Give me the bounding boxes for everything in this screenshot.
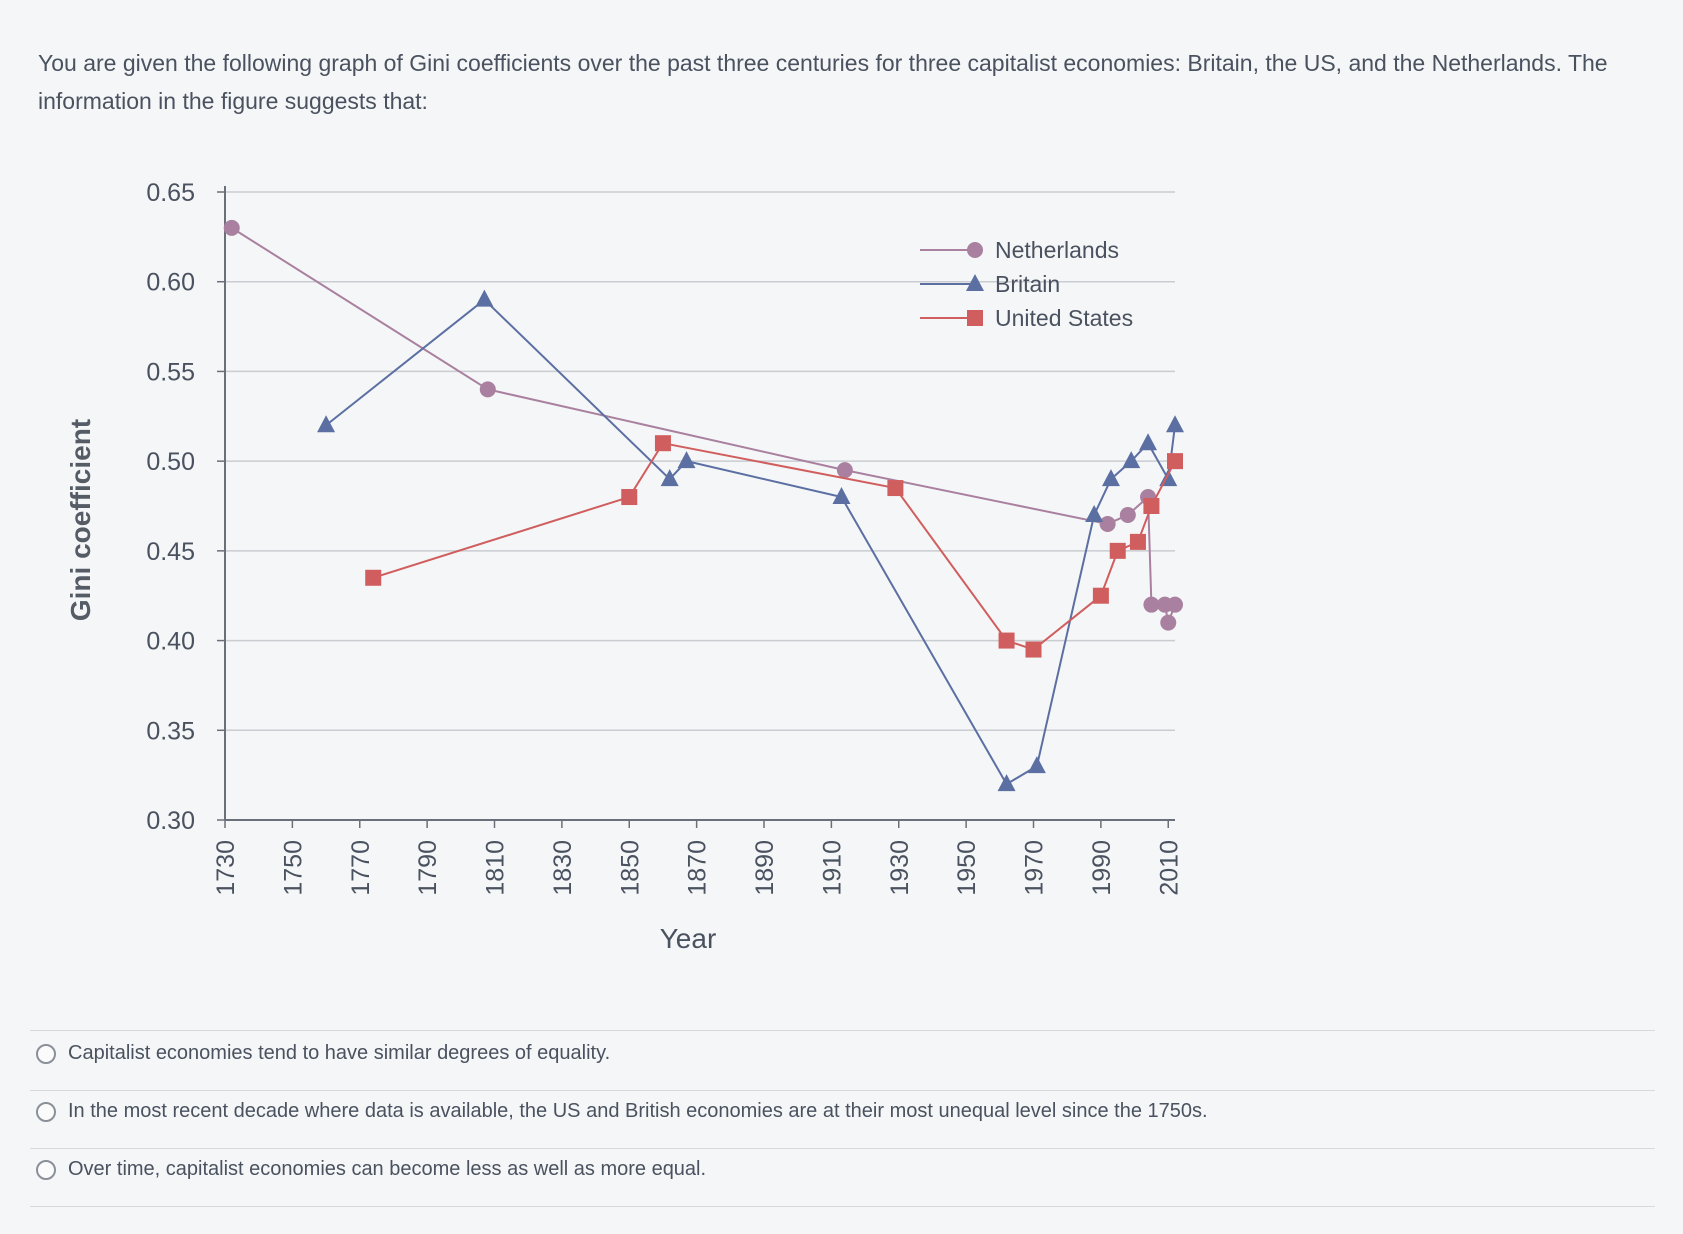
x-tick-label: 2010: [1155, 840, 1183, 896]
legend-marker: [967, 310, 983, 326]
series-line-netherlands: [231, 227, 1176, 627]
x-tick-label: 1850: [616, 840, 644, 896]
radio-button[interactable]: [36, 1043, 56, 1064]
divider: [30, 1030, 1655, 1031]
x-tick-label: 1990: [1088, 840, 1116, 896]
data-point-netherlands: [223, 219, 240, 236]
data-point-united-states: [654, 435, 671, 452]
divider: [30, 1090, 1655, 1091]
x-tick-label: 1890: [751, 840, 779, 896]
x-tick-label: 1790: [414, 840, 442, 896]
data-point-united-states: [1129, 533, 1146, 550]
data-point-britain: [1122, 451, 1141, 469]
data-point-united-states: [998, 632, 1015, 649]
data-point-united-states: [1109, 542, 1126, 559]
data-point-netherlands: [1119, 506, 1136, 523]
y-tick-label: 0.50: [146, 448, 195, 476]
gini-chart: 0.30 0.35 0.40 0.45 0.50 0.55 0.60 0.65 1730 1750…: [65, 179, 1184, 954]
divider: [30, 1206, 1655, 1207]
data-point-britain: [832, 487, 851, 505]
x-axis-label: Year: [660, 923, 717, 954]
data-point-netherlands: [836, 462, 853, 479]
y-axis-label: Gini coefficient: [65, 419, 96, 621]
data-point-britain: [1139, 433, 1158, 451]
x-tick-label: 1910: [818, 840, 846, 896]
data-point-britain: [1027, 756, 1046, 774]
data-point-united-states: [887, 480, 904, 497]
data-point-britain: [997, 774, 1016, 792]
data-point-britain: [1159, 469, 1178, 487]
data-point-britain: [1085, 504, 1104, 522]
data-point-netherlands: [1167, 596, 1183, 613]
option-less-and-more-equal[interactable]: Over time, capitalist economies can beco…: [36, 1158, 706, 1181]
x-tick-label: 1730: [212, 840, 240, 896]
x-tick-label: 1950: [953, 840, 981, 896]
x-tick-label: 1750: [279, 840, 307, 896]
x-tick-label: 1830: [549, 840, 577, 896]
series-line-united-states: [372, 442, 1176, 651]
y-tick-label: 0.65: [146, 179, 195, 207]
option-label: Capitalist economies tend to have simila…: [68, 1042, 611, 1064]
legend-label: United States: [995, 305, 1133, 331]
data-point-netherlands: [479, 381, 496, 398]
data-point-britain: [660, 469, 679, 487]
y-tick-label: 0.40: [146, 628, 195, 656]
option-label: In the most recent decade where data is …: [68, 1100, 1208, 1122]
x-tick-label: 1970: [1021, 840, 1049, 896]
x-tick-label: 1870: [684, 840, 712, 896]
y-tick-label: 0.60: [146, 269, 195, 297]
data-point-netherlands: [1160, 614, 1177, 631]
option-most-unequal[interactable]: In the most recent decade where data is …: [36, 1100, 1208, 1123]
option-label: Over time, capitalist economies can beco…: [68, 1158, 707, 1180]
question-text: You are given the following graph of Gin…: [38, 50, 1608, 114]
data-point-britain: [677, 451, 696, 469]
radio-button[interactable]: [36, 1101, 56, 1122]
data-point-united-states: [1092, 587, 1109, 604]
chart-svg: 0.30 0.35 0.40 0.45 0.50 0.55 0.60 0.65 1730 1750…: [65, 179, 1184, 954]
radio-button[interactable]: [36, 1159, 56, 1180]
data-point-united-states: [365, 569, 382, 586]
x-tick-label: 1930: [886, 840, 914, 896]
data-point-britain: [475, 289, 494, 307]
legend-marker: [966, 274, 984, 291]
divider: [30, 1148, 1655, 1149]
data-point-netherlands: [1099, 515, 1116, 532]
y-tick-label: 0.30: [146, 807, 195, 835]
data-point-united-states: [1025, 641, 1042, 658]
x-tick-label: 1810: [482, 840, 510, 896]
series-line-britain: [325, 298, 1176, 786]
y-tick-label: 0.55: [146, 358, 195, 386]
legend-label: Netherlands: [995, 237, 1119, 263]
data-point-britain: [1166, 415, 1184, 433]
legend-marker: [967, 242, 983, 258]
option-similar-equality[interactable]: Capitalist economies tend to have simila…: [36, 1042, 610, 1065]
data-point-united-states: [1143, 498, 1160, 514]
x-tick-label: 1770: [347, 840, 375, 896]
data-point-netherlands: [1143, 596, 1160, 613]
data-point-britain: [317, 415, 336, 433]
y-tick-label: 0.45: [146, 538, 195, 566]
data-point-britain: [1101, 469, 1120, 487]
data-point-united-states: [621, 489, 638, 506]
legend-label: Britain: [995, 271, 1060, 297]
data-point-united-states: [1167, 453, 1183, 470]
y-tick-label: 0.35: [146, 717, 195, 745]
